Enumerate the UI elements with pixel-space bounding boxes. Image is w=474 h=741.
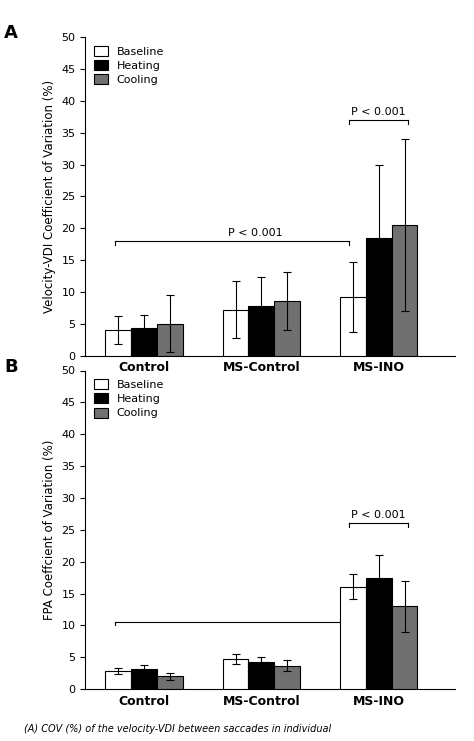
- Bar: [105, 330, 131, 356]
- Y-axis label: FPA Coeffcient of Variation (%): FPA Coeffcient of Variation (%): [43, 439, 56, 620]
- Legend: Baseline, Heating, Cooling: Baseline, Heating, Cooling: [91, 42, 167, 88]
- Bar: [131, 669, 157, 689]
- Legend: Baseline, Heating, Cooling: Baseline, Heating, Cooling: [91, 376, 167, 422]
- Text: A: A: [4, 24, 18, 42]
- Text: P < 0.001: P < 0.001: [228, 227, 283, 238]
- Bar: [366, 578, 392, 689]
- Bar: [223, 310, 248, 356]
- Text: B: B: [4, 358, 18, 376]
- Bar: [340, 297, 366, 356]
- Bar: [157, 677, 183, 689]
- Bar: [392, 225, 418, 356]
- Text: (A) COV (%) of the velocity-VDI between saccades in individual: (A) COV (%) of the velocity-VDI between …: [24, 724, 331, 734]
- Text: P < 0.001: P < 0.001: [351, 511, 406, 520]
- Bar: [366, 238, 392, 356]
- Bar: [392, 606, 418, 689]
- Bar: [131, 328, 157, 356]
- Bar: [340, 587, 366, 689]
- Text: P < 0.001: P < 0.001: [351, 107, 406, 117]
- Bar: [248, 662, 274, 689]
- Y-axis label: Velocity-VDI Coefficient of Variation (%): Velocity-VDI Coefficient of Variation (%…: [43, 80, 56, 313]
- Bar: [157, 324, 183, 356]
- Bar: [248, 306, 274, 356]
- Bar: [274, 665, 300, 689]
- Bar: [105, 671, 131, 689]
- Bar: [223, 659, 248, 689]
- Bar: [274, 301, 300, 356]
